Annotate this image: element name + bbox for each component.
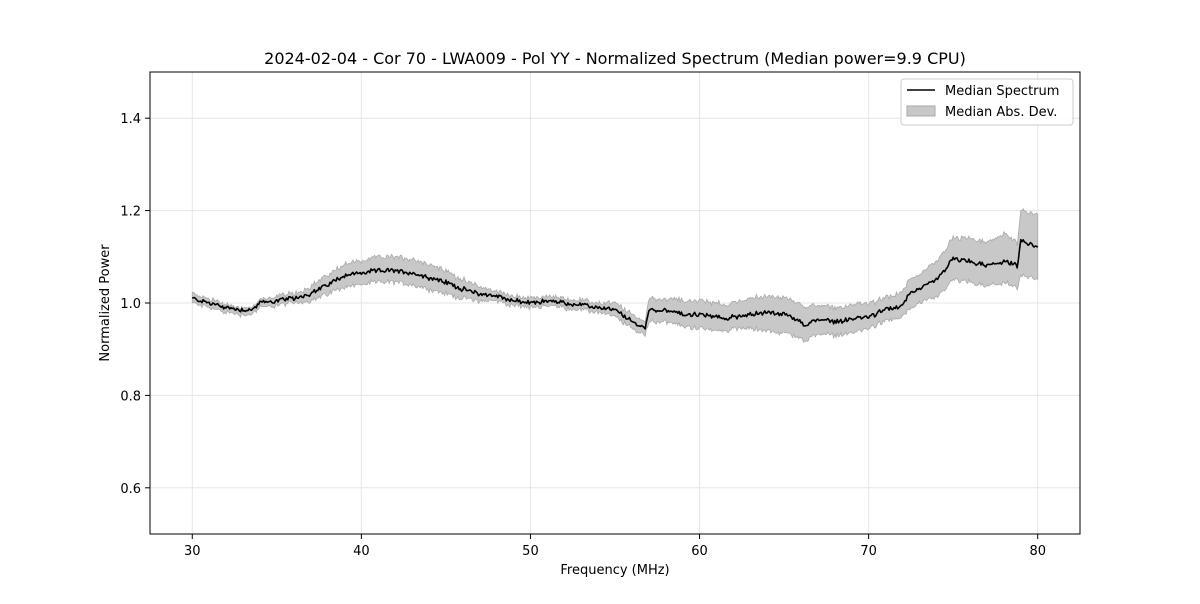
x-tick-label: 80: [1029, 544, 1046, 559]
median-line-layer: [191, 238, 1039, 330]
mad-band-layer: [191, 207, 1039, 344]
x-tick-label: 70: [860, 544, 877, 559]
y-tick-label: 0.8: [120, 389, 141, 404]
x-tick-label: 30: [184, 544, 201, 559]
legend-box: [900, 78, 1074, 126]
y-tick-label: 1.2: [120, 205, 141, 220]
y-tick-label: 0.6: [120, 482, 141, 497]
y-tick-label: 1.0: [120, 297, 141, 312]
x-axis-label: Frequency (MHz): [560, 563, 669, 578]
y-tick-label: 1.4: [120, 112, 141, 127]
legend-label-median-abs-dev: Median Abs. Dev.: [945, 105, 1057, 120]
x-tick-label: 40: [353, 544, 370, 559]
legend-label-median-spectrum: Median Spectrum: [945, 84, 1059, 99]
chart-title: 2024-02-04 - Cor 70 - LWA009 - Pol YY - …: [264, 49, 966, 68]
x-tick-label: 50: [522, 544, 539, 559]
legend-band-swatch: [906, 105, 936, 117]
legend: Median Spectrum Median Abs. Dev.: [900, 78, 1074, 126]
tick-layer: 30 40 50 60 70 80 0.6 0.8 1.0 1.2 1.4: [120, 112, 1046, 559]
mad-band-area: [191, 207, 1039, 344]
y-axis-label: Normalized Power: [98, 244, 113, 362]
x-tick-label: 60: [691, 544, 708, 559]
median-spectrum-line: [191, 238, 1039, 330]
